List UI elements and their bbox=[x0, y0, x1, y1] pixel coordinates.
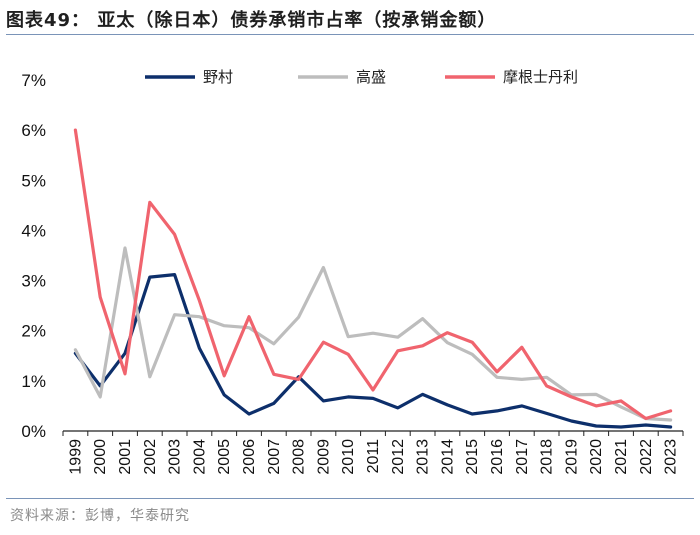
legend-label: 摩根士丹利 bbox=[503, 68, 578, 86]
y-tick-label: 1% bbox=[21, 372, 46, 391]
legend-label: 高盛 bbox=[356, 68, 386, 86]
x-tick-label: 2020 bbox=[588, 439, 605, 475]
x-tick-label: 2000 bbox=[92, 439, 109, 475]
title-divider bbox=[6, 34, 694, 35]
x-tick-label: 2008 bbox=[291, 439, 308, 475]
x-tick-label: 2005 bbox=[216, 439, 233, 475]
x-tick-label: 2001 bbox=[117, 439, 134, 475]
chart-legend: 野村 高盛 摩根士丹利 bbox=[145, 68, 578, 86]
legend-label: 野村 bbox=[203, 68, 233, 86]
y-tick-label: 6% bbox=[21, 121, 46, 140]
figure-title: 图表49： 亚太（除日本）债券承销市占率（按承销金额） bbox=[6, 10, 497, 31]
y-tick-label: 3% bbox=[21, 272, 46, 291]
x-tick-label: 2004 bbox=[191, 439, 208, 475]
x-tick-label: 2022 bbox=[638, 439, 655, 475]
chart-series bbox=[73, 128, 673, 429]
y-tick-label: 2% bbox=[21, 322, 46, 341]
x-tick-label: 1999 bbox=[67, 439, 84, 475]
x-tick-label: 2023 bbox=[663, 439, 680, 475]
chart-axes: 0% 1% 2% 3% 4% 5% 6% 7% 1999 2000 2001 2002 2003 2004… bbox=[21, 71, 684, 475]
y-tick-label: 5% bbox=[21, 171, 46, 190]
x-tick-label: 2009 bbox=[315, 439, 332, 475]
x-tick-label: 2006 bbox=[241, 439, 258, 475]
x-tick-label: 2016 bbox=[489, 439, 506, 475]
source-note: 资料来源：彭博，华泰研究 bbox=[10, 508, 190, 524]
source-divider bbox=[6, 498, 694, 499]
x-tick-label: 2015 bbox=[464, 439, 481, 475]
series-line-高盛 bbox=[73, 246, 673, 422]
x-tick-label: 2018 bbox=[539, 439, 556, 475]
y-tick-label: 0% bbox=[21, 422, 46, 441]
series-line-摩根士丹利 bbox=[73, 128, 673, 421]
series-line-野村 bbox=[73, 273, 673, 429]
y-tick-label: 7% bbox=[21, 71, 46, 90]
x-tick-label: 2011 bbox=[365, 439, 382, 474]
x-tick-label: 2019 bbox=[563, 439, 580, 475]
y-tick-label: 4% bbox=[21, 221, 46, 240]
x-tick-label: 2012 bbox=[390, 439, 407, 475]
x-tick-label: 2013 bbox=[415, 439, 432, 475]
x-tick-label: 2002 bbox=[142, 439, 159, 475]
x-tick-label: 2014 bbox=[439, 439, 456, 475]
x-tick-label: 2017 bbox=[514, 439, 531, 475]
x-tick-label: 2007 bbox=[266, 439, 283, 475]
x-tick-label: 2003 bbox=[167, 439, 184, 475]
x-tick-label: 2010 bbox=[340, 439, 357, 475]
x-tick-label: 2021 bbox=[613, 439, 630, 475]
